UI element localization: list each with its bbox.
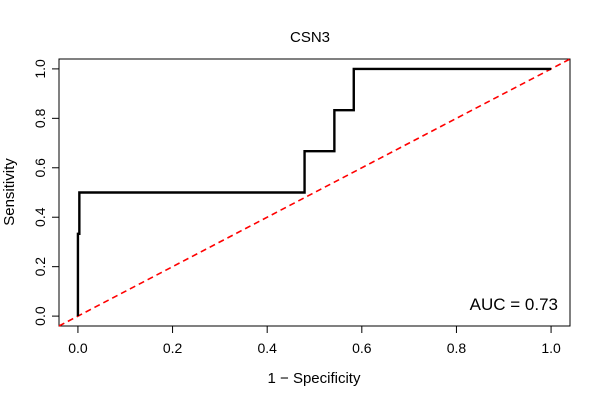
y-tick-label: 0.6 xyxy=(32,158,48,178)
x-tick-label: 1.0 xyxy=(541,340,561,356)
x-tick-label: 0.0 xyxy=(68,340,88,356)
y-tick-label: 0.0 xyxy=(32,306,48,326)
y-tick-label: 0.2 xyxy=(32,257,48,277)
x-tick-label: 0.6 xyxy=(352,340,372,356)
roc-curve-line xyxy=(76,67,552,317)
x-tick-label: 0.8 xyxy=(447,340,467,356)
chart-title: CSN3 xyxy=(290,29,330,46)
series-layer xyxy=(58,58,571,327)
y-tick-label: 0.8 xyxy=(32,108,48,128)
reference-diagonal-line xyxy=(58,58,571,327)
y-tick-label: 0.4 xyxy=(32,207,48,227)
y-axis-label: Sensitivity xyxy=(1,158,18,226)
y-axis: 0.0 0.2 0.4 0.6 0.8 1.0 xyxy=(32,59,60,326)
x-axis-label: 1 − Specificity xyxy=(268,370,361,387)
x-axis: 0.0 0.2 0.4 0.6 0.8 1.0 xyxy=(68,325,561,356)
y-tick-label: 1.0 xyxy=(32,59,48,79)
x-tick-label: 0.2 xyxy=(163,340,183,356)
x-tick-label: 0.4 xyxy=(257,340,277,356)
auc-annotation: AUC = 0.73 xyxy=(470,295,558,314)
